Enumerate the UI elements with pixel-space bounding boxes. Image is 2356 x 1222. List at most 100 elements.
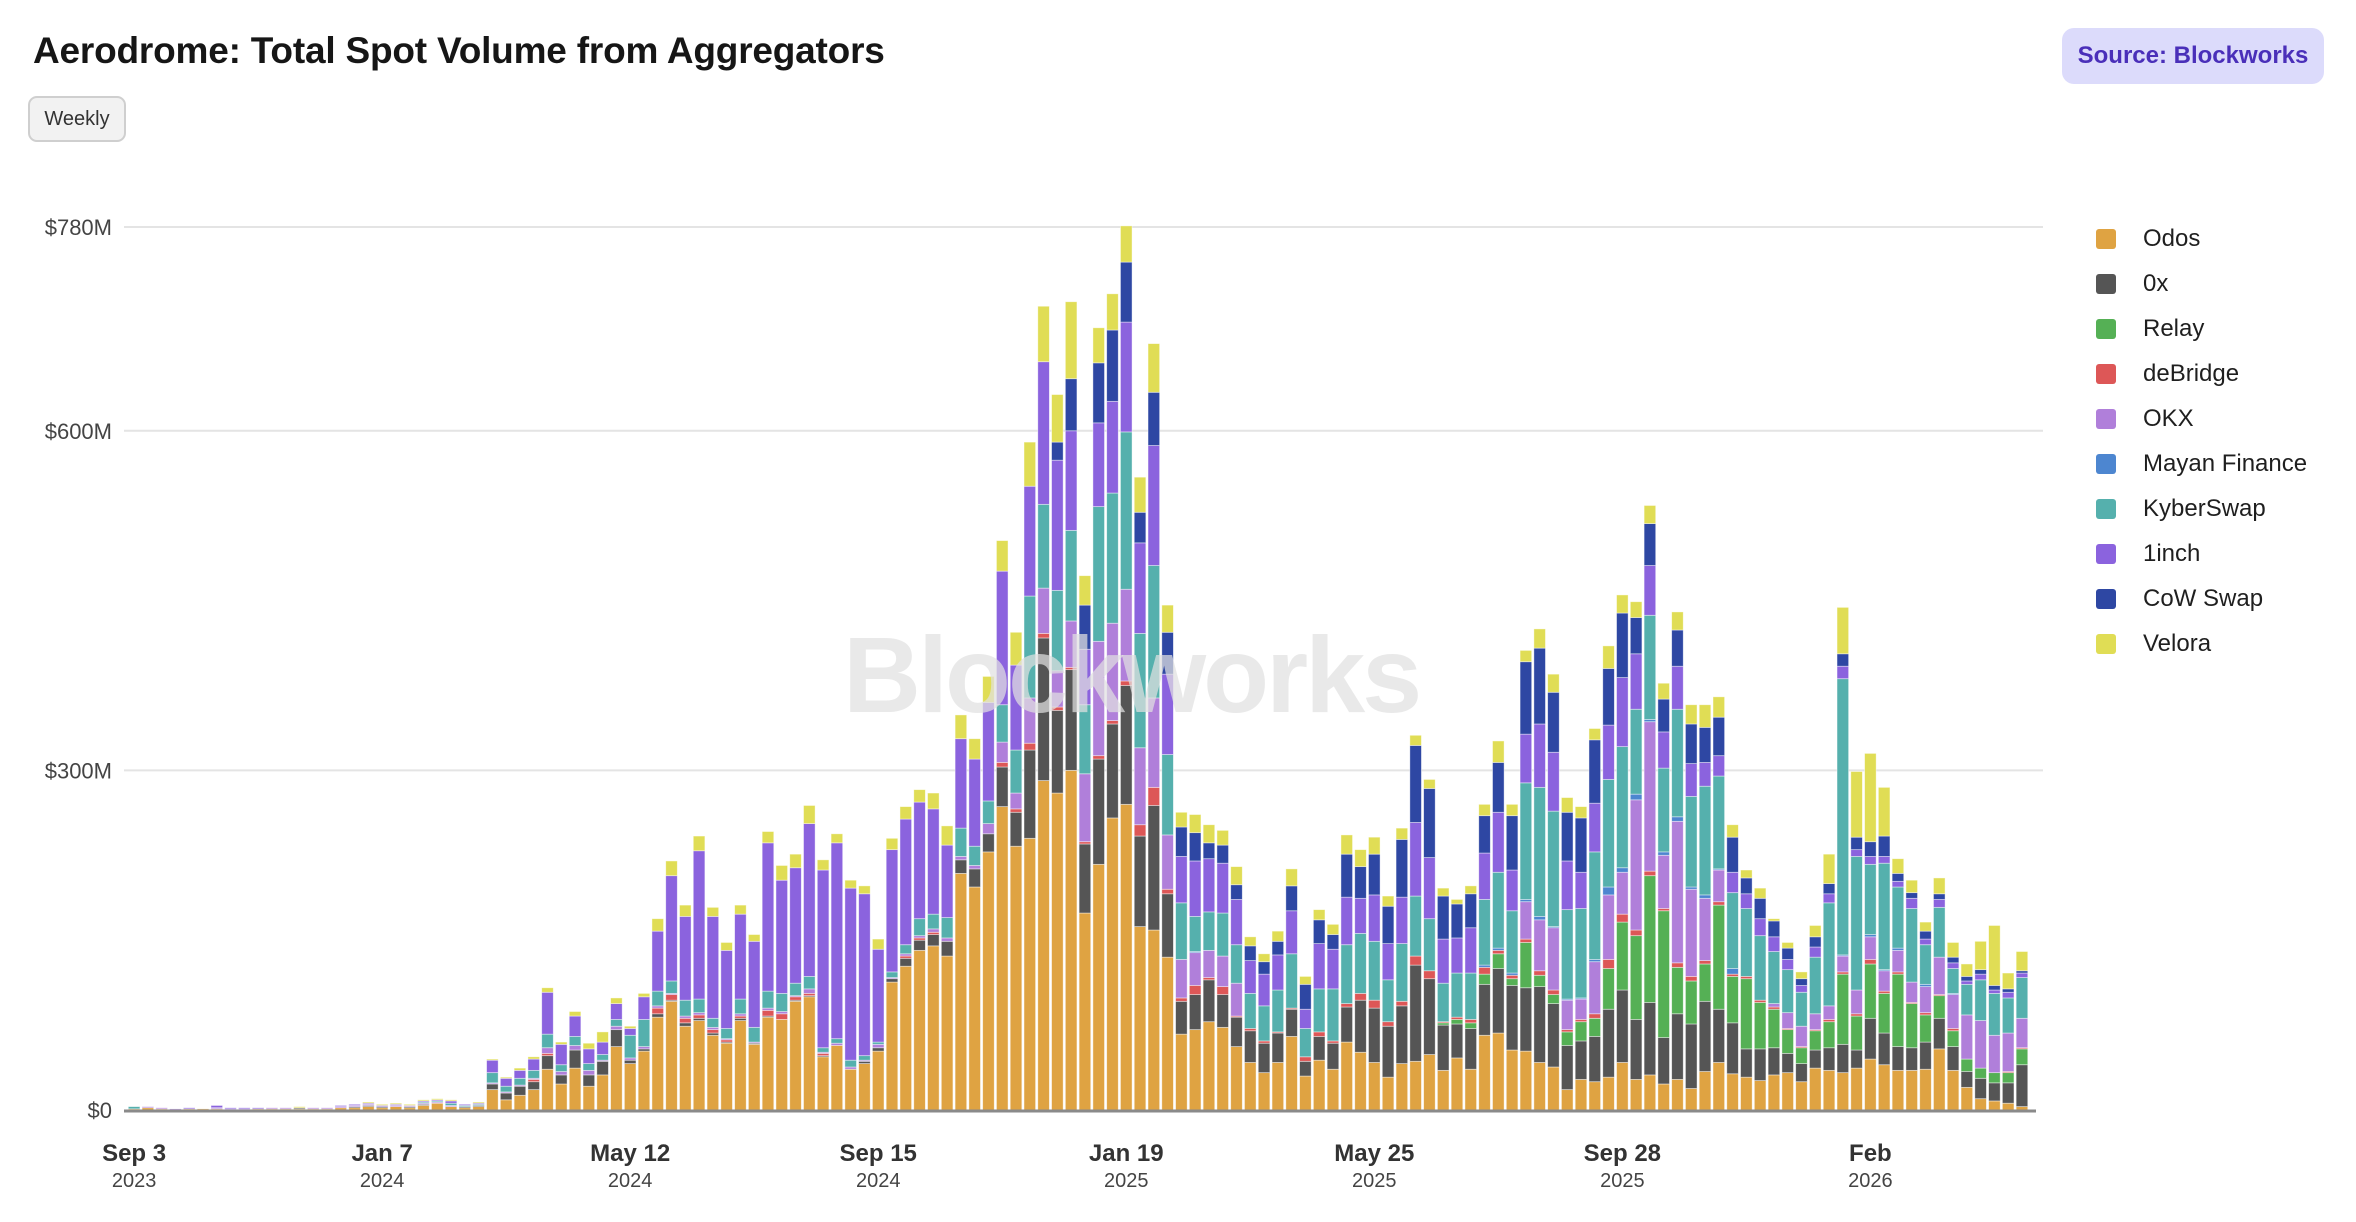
bar-segment[interactable] [1602, 779, 1615, 888]
bar-segment[interactable] [1919, 1014, 1932, 1043]
bar-segment[interactable] [1850, 1067, 1863, 1111]
bar-stack[interactable] [1492, 740, 1505, 1111]
bar-segment[interactable] [1037, 780, 1050, 1111]
bar-segment[interactable] [1409, 955, 1422, 966]
bar-segment[interactable] [1974, 1067, 1987, 1079]
bar-segment[interactable] [596, 1041, 609, 1055]
bar-segment[interactable] [637, 1050, 651, 1111]
bar-segment[interactable] [1340, 1003, 1353, 1008]
bar-segment[interactable] [1864, 841, 1877, 857]
bar-segment[interactable] [1712, 901, 1726, 906]
bar-segment[interactable] [1257, 961, 1271, 975]
bar-segment[interactable] [982, 676, 995, 703]
bar-segment[interactable] [1616, 913, 1629, 923]
bar-segment[interactable] [1657, 731, 1670, 769]
bar-segment[interactable] [816, 1047, 830, 1053]
bar-segment[interactable] [1437, 938, 1450, 984]
bar-segment[interactable] [872, 1047, 885, 1052]
bar-segment[interactable] [1023, 595, 1037, 699]
bar-segment[interactable] [1106, 293, 1119, 331]
bar-segment[interactable] [1657, 851, 1670, 856]
bar-segment[interactable] [1285, 868, 1298, 887]
bar-segment[interactable] [1437, 887, 1450, 897]
bar-stack[interactable] [1299, 976, 1312, 1111]
bar-segment[interactable] [1616, 612, 1629, 678]
bar-segment[interactable] [1698, 726, 1712, 763]
bar-stack[interactable] [1381, 895, 1395, 1111]
bar-segment[interactable] [1092, 758, 1105, 865]
bar-segment[interactable] [1726, 892, 1739, 969]
bar-segment[interactable] [1464, 1028, 1477, 1070]
bar-segment[interactable] [651, 990, 664, 1007]
bar-segment[interactable] [1588, 739, 1601, 804]
bar-segment[interactable] [555, 1041, 568, 1045]
bar-segment[interactable] [803, 823, 816, 977]
bar-segment[interactable] [541, 1033, 554, 1049]
bar-segment[interactable] [1051, 589, 1064, 672]
bar-segment[interactable] [127, 1106, 141, 1110]
bar-segment[interactable] [1120, 225, 1133, 263]
bar-segment[interactable] [1368, 894, 1381, 942]
bar-segment[interactable] [1988, 985, 2001, 991]
bar-segment[interactable] [1533, 647, 1546, 725]
bar-segment[interactable] [1685, 1023, 1698, 1089]
bar-segment[interactable] [1574, 1021, 1588, 1042]
bar-segment[interactable] [1616, 867, 1629, 873]
bar-segment[interactable] [1561, 909, 1574, 1000]
bar-segment[interactable] [1175, 902, 1188, 960]
bar-segment[interactable] [1877, 993, 1891, 1034]
bar-segment[interactable] [1312, 988, 1326, 1033]
bar-stack[interactable] [1216, 829, 1229, 1111]
bar-segment[interactable] [1257, 1072, 1271, 1111]
bar-segment[interactable] [927, 934, 940, 947]
bar-segment[interactable] [1864, 753, 1877, 843]
bar-segment[interactable] [1905, 1047, 1918, 1071]
bar-segment[interactable] [1988, 989, 2001, 994]
bar-segment[interactable] [940, 940, 954, 957]
bar-segment[interactable] [1299, 1060, 1312, 1077]
bar-segment[interactable] [706, 1029, 720, 1034]
bar-segment[interactable] [885, 849, 899, 973]
bar-segment[interactable] [1161, 893, 1174, 958]
bar-segment[interactable] [555, 1071, 568, 1076]
bar-segment[interactable] [1023, 837, 1037, 1111]
bar-segment[interactable] [913, 789, 926, 803]
bar-segment[interactable] [1629, 1019, 1643, 1080]
bar-segment[interactable] [1216, 829, 1229, 846]
bar-segment[interactable] [2001, 988, 2015, 993]
bar-segment[interactable] [541, 1047, 554, 1054]
bar-segment[interactable] [1767, 936, 1781, 952]
bar-segment[interactable] [734, 998, 747, 1015]
bar-stack[interactable] [127, 1106, 141, 1111]
bar-segment[interactable] [789, 867, 802, 984]
bar-segment[interactable] [582, 1042, 596, 1050]
bar-stack[interactable] [1933, 877, 1946, 1111]
bar-segment[interactable] [913, 918, 926, 937]
bar-segment[interactable] [1781, 969, 1794, 1014]
bar-segment[interactable] [885, 981, 899, 1111]
bar-segment[interactable] [1051, 441, 1064, 461]
bar-segment[interactable] [1547, 810, 1560, 928]
bar-segment[interactable] [858, 1063, 871, 1111]
bar-segment[interactable] [996, 766, 1009, 808]
bar-segment[interactable] [555, 1074, 568, 1085]
bar-segment[interactable] [1023, 742, 1037, 751]
bar-segment[interactable] [775, 865, 788, 881]
bar-segment[interactable] [1271, 1032, 1285, 1063]
bar-segment[interactable] [692, 998, 706, 1014]
bar-stack[interactable] [1781, 942, 1794, 1111]
bar-segment[interactable] [761, 831, 775, 844]
bar-segment[interactable] [1822, 1069, 1836, 1111]
bar-segment[interactable] [1009, 749, 1023, 794]
bar-segment[interactable] [1795, 1081, 1808, 1111]
bar-segment[interactable] [1877, 786, 1891, 837]
bar-segment[interactable] [1092, 640, 1105, 757]
bar-segment[interactable] [1547, 1003, 1560, 1068]
bar-segment[interactable] [1051, 792, 1064, 1111]
bar-segment[interactable] [1712, 904, 1726, 1010]
bar-stack[interactable] [568, 1011, 582, 1111]
bar-segment[interactable] [1147, 805, 1161, 931]
bar-segment[interactable] [775, 1013, 788, 1020]
bar-segment[interactable] [582, 1074, 596, 1087]
bar-segment[interactable] [1809, 1067, 1822, 1111]
